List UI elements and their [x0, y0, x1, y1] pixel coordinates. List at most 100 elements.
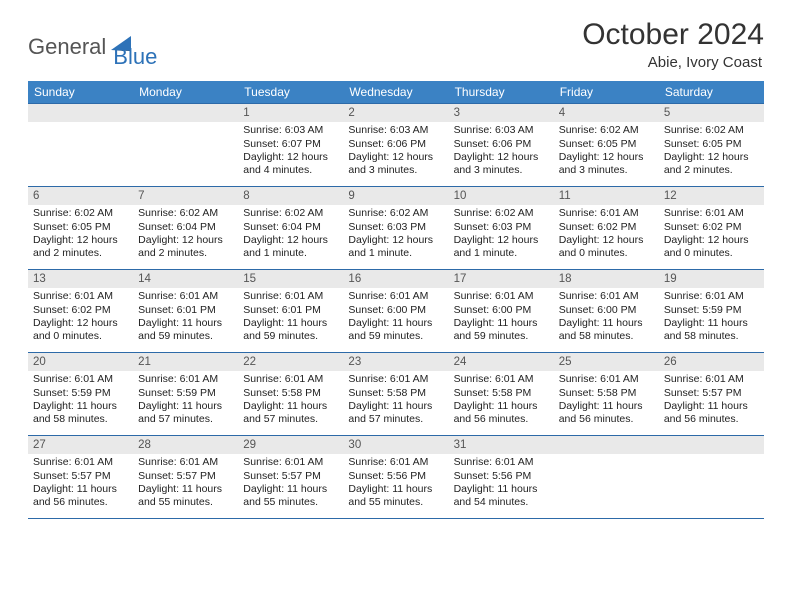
sunset-text: Sunset: 5:57 PM: [138, 470, 233, 483]
sunrise-text: Sunrise: 6:01 AM: [664, 290, 759, 303]
day-body: Sunrise: 6:02 AMSunset: 6:05 PMDaylight:…: [554, 122, 659, 181]
calendar-day-cell: 22Sunrise: 6:01 AMSunset: 5:58 PMDayligh…: [238, 353, 343, 435]
calendar-day-cell: 8Sunrise: 6:02 AMSunset: 6:04 PMDaylight…: [238, 187, 343, 269]
daylight-text: Daylight: 11 hours and 59 minutes.: [243, 317, 338, 343]
sunrise-text: Sunrise: 6:01 AM: [33, 373, 128, 386]
day-body: Sunrise: 6:01 AMSunset: 6:00 PMDaylight:…: [554, 288, 659, 347]
day-body: Sunrise: 6:03 AMSunset: 6:07 PMDaylight:…: [238, 122, 343, 181]
calendar-day-cell: 1Sunrise: 6:03 AMSunset: 6:07 PMDaylight…: [238, 104, 343, 186]
day-body: Sunrise: 6:01 AMSunset: 5:59 PMDaylight:…: [133, 371, 238, 430]
calendar-day-cell: 9Sunrise: 6:02 AMSunset: 6:03 PMDaylight…: [343, 187, 448, 269]
sunrise-text: Sunrise: 6:01 AM: [559, 290, 654, 303]
calendar-week-row: 13Sunrise: 6:01 AMSunset: 6:02 PMDayligh…: [28, 270, 764, 353]
day-body: Sunrise: 6:02 AMSunset: 6:04 PMDaylight:…: [238, 205, 343, 264]
day-body: Sunrise: 6:01 AMSunset: 6:01 PMDaylight:…: [238, 288, 343, 347]
sunset-text: Sunset: 6:03 PM: [454, 221, 549, 234]
daylight-text: Daylight: 12 hours and 3 minutes.: [559, 151, 654, 177]
daylight-text: Daylight: 11 hours and 59 minutes.: [348, 317, 443, 343]
sunrise-text: Sunrise: 6:02 AM: [559, 124, 654, 137]
sunset-text: Sunset: 5:57 PM: [664, 387, 759, 400]
day-number: 18: [554, 270, 659, 288]
calendar-day-cell: 12Sunrise: 6:01 AMSunset: 6:02 PMDayligh…: [659, 187, 764, 269]
calendar-week-row: ..1Sunrise: 6:03 AMSunset: 6:07 PMDaylig…: [28, 103, 764, 187]
sunrise-text: Sunrise: 6:03 AM: [348, 124, 443, 137]
calendar-day-cell: 3Sunrise: 6:03 AMSunset: 6:06 PMDaylight…: [449, 104, 554, 186]
calendar-day-cell: .: [554, 436, 659, 518]
sunrise-text: Sunrise: 6:01 AM: [348, 290, 443, 303]
sunrise-text: Sunrise: 6:01 AM: [243, 373, 338, 386]
day-body: Sunrise: 6:01 AMSunset: 6:02 PMDaylight:…: [28, 288, 133, 347]
day-number: 1: [238, 104, 343, 122]
daylight-text: Daylight: 11 hours and 56 minutes.: [664, 400, 759, 426]
sunset-text: Sunset: 6:01 PM: [138, 304, 233, 317]
day-body: Sunrise: 6:03 AMSunset: 6:06 PMDaylight:…: [343, 122, 448, 181]
page-title: October 2024: [582, 18, 764, 52]
sunrise-text: Sunrise: 6:01 AM: [454, 456, 549, 469]
day-body: Sunrise: 6:02 AMSunset: 6:03 PMDaylight:…: [449, 205, 554, 264]
location-label: Abie, Ivory Coast: [582, 54, 762, 71]
calendar-day-cell: 11Sunrise: 6:01 AMSunset: 6:02 PMDayligh…: [554, 187, 659, 269]
calendar-day-cell: 23Sunrise: 6:01 AMSunset: 5:58 PMDayligh…: [343, 353, 448, 435]
day-number: 3: [449, 104, 554, 122]
daylight-text: Daylight: 12 hours and 2 minutes.: [664, 151, 759, 177]
sunset-text: Sunset: 5:59 PM: [138, 387, 233, 400]
calendar-day-cell: 27Sunrise: 6:01 AMSunset: 5:57 PMDayligh…: [28, 436, 133, 518]
daylight-text: Daylight: 12 hours and 0 minutes.: [664, 234, 759, 260]
calendar-day-cell: 31Sunrise: 6:01 AMSunset: 5:56 PMDayligh…: [449, 436, 554, 518]
calendar-day-cell: 26Sunrise: 6:01 AMSunset: 5:57 PMDayligh…: [659, 353, 764, 435]
weekday-header: Sunday: [28, 81, 133, 103]
day-number: 28: [133, 436, 238, 454]
day-number: 30: [343, 436, 448, 454]
day-number: 8: [238, 187, 343, 205]
day-body: Sunrise: 6:01 AMSunset: 5:57 PMDaylight:…: [238, 454, 343, 513]
day-body: Sunrise: 6:01 AMSunset: 6:00 PMDaylight:…: [343, 288, 448, 347]
calendar-day-cell: 29Sunrise: 6:01 AMSunset: 5:57 PMDayligh…: [238, 436, 343, 518]
daylight-text: Daylight: 11 hours and 58 minutes.: [33, 400, 128, 426]
day-body: Sunrise: 6:02 AMSunset: 6:05 PMDaylight:…: [659, 122, 764, 181]
weekday-header: Monday: [133, 81, 238, 103]
day-number: 26: [659, 353, 764, 371]
day-number: 5: [659, 104, 764, 122]
day-number: 21: [133, 353, 238, 371]
day-number: 25: [554, 353, 659, 371]
calendar-day-cell: .: [133, 104, 238, 186]
sunrise-text: Sunrise: 6:03 AM: [454, 124, 549, 137]
sunset-text: Sunset: 6:06 PM: [454, 138, 549, 151]
day-number: 22: [238, 353, 343, 371]
sunrise-text: Sunrise: 6:02 AM: [348, 207, 443, 220]
daylight-text: Daylight: 12 hours and 1 minute.: [454, 234, 549, 260]
daylight-text: Daylight: 11 hours and 58 minutes.: [664, 317, 759, 343]
day-body: Sunrise: 6:02 AMSunset: 6:04 PMDaylight:…: [133, 205, 238, 264]
daylight-text: Daylight: 11 hours and 57 minutes.: [138, 400, 233, 426]
day-body: Sunrise: 6:01 AMSunset: 5:57 PMDaylight:…: [133, 454, 238, 513]
sunrise-text: Sunrise: 6:01 AM: [454, 290, 549, 303]
calendar-day-cell: 17Sunrise: 6:01 AMSunset: 6:00 PMDayligh…: [449, 270, 554, 352]
day-number: 13: [28, 270, 133, 288]
day-number: 11: [554, 187, 659, 205]
day-body: Sunrise: 6:01 AMSunset: 5:59 PMDaylight:…: [28, 371, 133, 430]
sunrise-text: Sunrise: 6:01 AM: [454, 373, 549, 386]
day-body: Sunrise: 6:01 AMSunset: 5:58 PMDaylight:…: [343, 371, 448, 430]
sunrise-text: Sunrise: 6:02 AM: [454, 207, 549, 220]
day-number: 10: [449, 187, 554, 205]
weekday-header-row: Sunday Monday Tuesday Wednesday Thursday…: [28, 81, 764, 103]
weekday-header: Thursday: [449, 81, 554, 103]
day-number: .: [554, 436, 659, 454]
day-number: 31: [449, 436, 554, 454]
daylight-text: Daylight: 11 hours and 58 minutes.: [559, 317, 654, 343]
sunrise-text: Sunrise: 6:01 AM: [138, 373, 233, 386]
calendar-week-row: 20Sunrise: 6:01 AMSunset: 5:59 PMDayligh…: [28, 353, 764, 436]
calendar-day-cell: 13Sunrise: 6:01 AMSunset: 6:02 PMDayligh…: [28, 270, 133, 352]
calendar-day-cell: 2Sunrise: 6:03 AMSunset: 6:06 PMDaylight…: [343, 104, 448, 186]
day-number: 16: [343, 270, 448, 288]
calendar-day-cell: .: [28, 104, 133, 186]
day-number: 7: [133, 187, 238, 205]
day-body: Sunrise: 6:03 AMSunset: 6:06 PMDaylight:…: [449, 122, 554, 181]
day-number: .: [28, 104, 133, 122]
calendar-day-cell: 19Sunrise: 6:01 AMSunset: 5:59 PMDayligh…: [659, 270, 764, 352]
daylight-text: Daylight: 12 hours and 3 minutes.: [454, 151, 549, 177]
sunrise-text: Sunrise: 6:02 AM: [243, 207, 338, 220]
calendar-day-cell: 18Sunrise: 6:01 AMSunset: 6:00 PMDayligh…: [554, 270, 659, 352]
sunset-text: Sunset: 6:07 PM: [243, 138, 338, 151]
daylight-text: Daylight: 11 hours and 55 minutes.: [138, 483, 233, 509]
